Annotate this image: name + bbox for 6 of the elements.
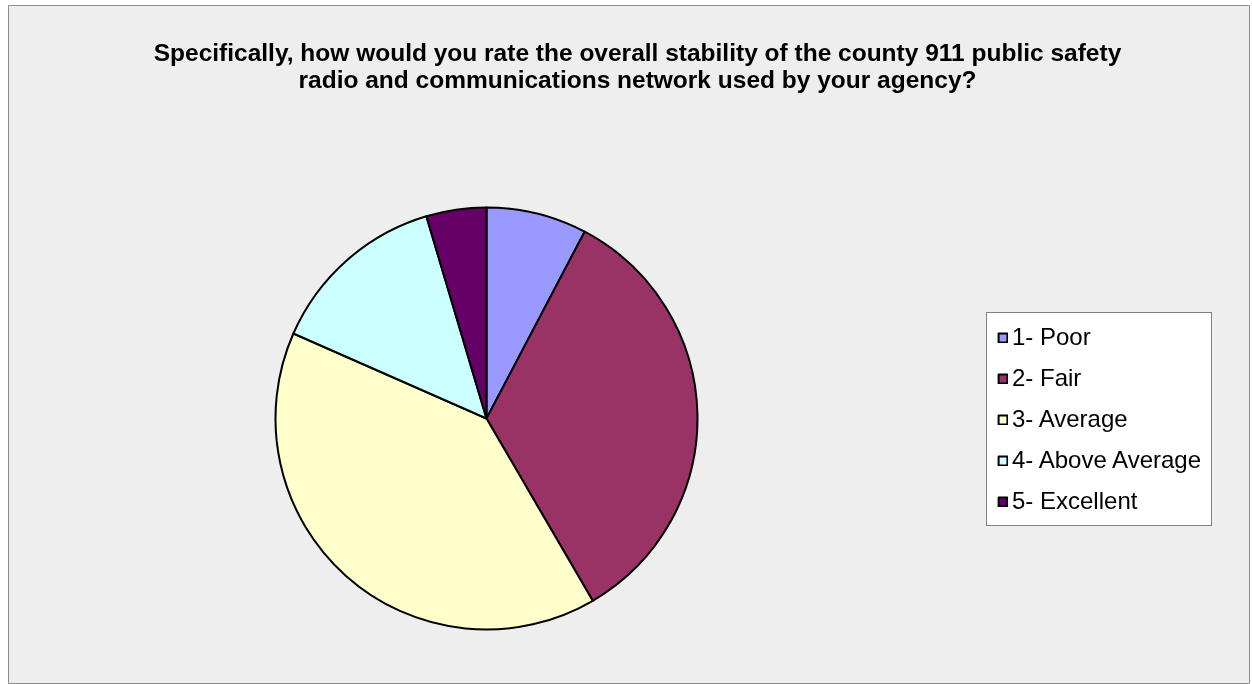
chart-title: Specifically, how would you rate the overall stability of the county 911 public safety radio and communications network used by your agency? — [153, 39, 1122, 93]
legend-label: 3- Average — [1012, 405, 1128, 433]
legend-label: 1- Poor — [1012, 323, 1091, 351]
legend-label: 4- Above Average — [1012, 446, 1202, 474]
legend-label: 5- Excellent — [1012, 487, 1138, 515]
legend-label: 2- Fair — [1012, 364, 1082, 392]
